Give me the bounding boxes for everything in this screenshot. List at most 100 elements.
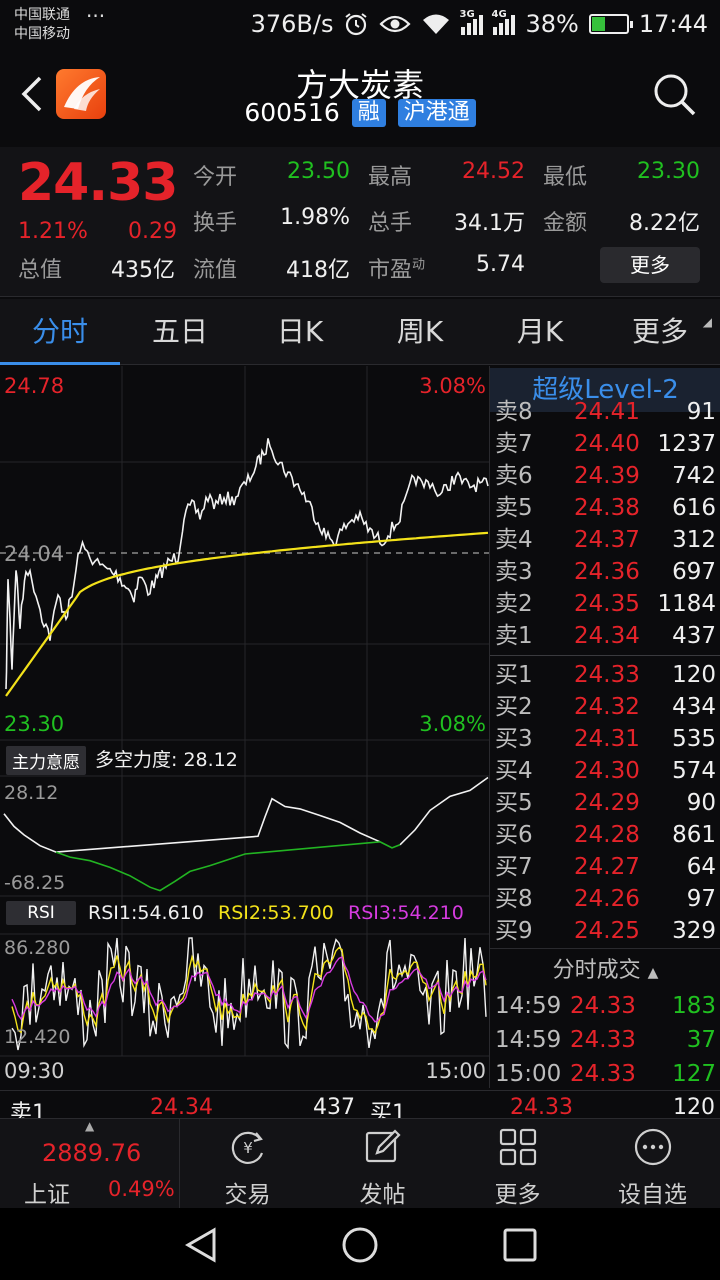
chart-area[interactable]: 24.78 3.08% 24.04 23.30 3.08% 主力意愿 多空力度:… <box>0 366 489 1088</box>
buy-row: 买5 24.29 90 <box>490 787 720 819</box>
buy-volume: 329 <box>672 918 716 944</box>
sell-price: 24.36 <box>574 559 640 585</box>
carrier-info: 中国联通 中国移动 <box>14 6 70 44</box>
tab-more[interactable]: 更多 ◢ <box>631 315 712 348</box>
sell-level-label: 卖4 <box>495 527 533 553</box>
nav-more-label: 更多 <box>494 1182 541 1208</box>
index-pct: 0.49% <box>108 1177 175 1201</box>
rsi1-value: RSI1:54.610 <box>88 902 204 924</box>
buy-level-label: 买2 <box>495 694 533 720</box>
buy-volume: 90 <box>686 790 716 816</box>
hk-connect-tag: 沪港通 <box>397 99 476 127</box>
stock-name: 方大炭素 <box>295 66 424 104</box>
tab-daily-k[interactable]: 日K <box>276 315 324 348</box>
amount-value: 8.22亿 <box>629 211 700 236</box>
index-name: 上证 <box>24 1182 70 1208</box>
buy-row: 买6 24.28 861 <box>490 819 720 851</box>
buy-level-label: 买3 <box>495 726 533 752</box>
trade-volume: 127 <box>672 1061 716 1087</box>
level2-panel: 超级Level-2 卖8 24.41 91 卖7 24.40 1237 卖6 24.39 742… <box>489 366 720 1088</box>
force-axis-max: 28.12 <box>4 782 59 804</box>
buy-volume: 535 <box>672 726 716 752</box>
intraday-chart[interactable] <box>0 366 489 1088</box>
buy-row: 买2 24.32 434 <box>490 691 720 723</box>
buy-volume: 434 <box>672 694 716 720</box>
rsi-name[interactable]: RSI <box>6 901 76 925</box>
low-value: 23.30 <box>637 159 700 184</box>
buy-price: 24.32 <box>574 694 640 720</box>
best-quote-strip: 卖1 24.34 437 买1 24.33 120 <box>0 1090 720 1118</box>
buy-volume: 120 <box>672 662 716 688</box>
price-axis-min: 23.30 <box>4 712 65 736</box>
stock-code: 600516 <box>244 98 340 127</box>
trades-header[interactable]: 分时成交 ▲ <box>552 958 659 983</box>
sell-row: 卖7 24.40 1237 <box>490 428 720 460</box>
sell-row: 卖3 24.36 697 <box>490 556 720 588</box>
stock-code-line: 600516 融 沪港通 <box>0 98 720 127</box>
strip-buy-vol: 120 <box>673 1095 715 1118</box>
clock: 17:44 <box>638 10 708 38</box>
level2-title[interactable]: 超级Level-2 <box>490 368 720 412</box>
strip-sell-vol: 437 <box>313 1095 355 1118</box>
app-logo <box>56 69 106 119</box>
sell-price: 24.38 <box>574 495 640 521</box>
index-quote[interactable]: ▲ 2889.76 上证 0.49% <box>0 1119 180 1209</box>
nav-more[interactable]: 更多 <box>450 1119 585 1209</box>
buy-level-label: 买4 <box>495 758 533 784</box>
chart-tabs: 分时 五日 日K 周K 月K 更多 ◢ <box>0 299 720 365</box>
buy-volume: 861 <box>672 822 716 848</box>
back-icon[interactable] <box>14 70 54 118</box>
sell-volume: 91 <box>686 399 716 425</box>
sell-level-label: 卖7 <box>495 431 533 457</box>
nav-home-icon[interactable] <box>340 1225 380 1265</box>
index-value: 2889.76 <box>42 1139 142 1167</box>
sell-level-label: 卖3 <box>495 559 533 585</box>
nav-trade[interactable]: ¥ 交易 <box>180 1119 315 1209</box>
search-icon[interactable] <box>650 70 698 118</box>
pe-value: 5.74 <box>476 252 525 277</box>
nav-recents-icon[interactable] <box>502 1227 538 1263</box>
rsi3-value: RSI3:54.210 <box>348 902 464 924</box>
rsi-axis-max: 86.280 <box>4 937 71 959</box>
tab-weekly-k[interactable]: 周K <box>396 315 444 348</box>
nav-back-icon[interactable] <box>182 1226 220 1264</box>
nav-add-watchlist[interactable]: 设自选 <box>585 1119 720 1209</box>
nav-trade-label: 交易 <box>224 1182 271 1208</box>
buy-row: 买3 24.31 535 <box>490 723 720 755</box>
sell-row: 卖2 24.35 1184 <box>490 588 720 620</box>
trade-price: 24.33 <box>570 1061 636 1087</box>
battery-icon <box>588 14 633 34</box>
net-speed: 376B/s <box>250 10 334 38</box>
sell-volume: 1237 <box>657 431 716 457</box>
buy-price: 24.25 <box>574 918 640 944</box>
pct-axis-max: 3.08% <box>419 374 486 398</box>
buy-price: 24.28 <box>574 822 640 848</box>
price-line <box>5 438 489 690</box>
more-circle-icon <box>634 1128 672 1166</box>
trade-row: 14:59 24.33 37 <box>490 1024 720 1056</box>
sell-level-label: 卖6 <box>495 463 533 489</box>
price-axis-max: 24.78 <box>4 374 65 398</box>
more-quote-button[interactable]: 更多 <box>600 247 700 283</box>
sell-price: 24.41 <box>574 399 640 425</box>
nav-add-watchlist-label: 设自选 <box>618 1182 687 1208</box>
sell-level-label: 卖8 <box>495 399 533 425</box>
tab-intraday[interactable]: 分时 <box>0 299 120 365</box>
high-label: 最高 <box>368 165 413 190</box>
nav-post[interactable]: 发帖 <box>315 1119 450 1209</box>
tab-monthly-k[interactable]: 月K <box>516 315 564 348</box>
orderbook-divider <box>490 655 720 656</box>
indicator-name[interactable]: 主力意愿 <box>6 746 86 775</box>
rsi-axis-min: 12.420 <box>4 1026 71 1048</box>
trade-price: 24.33 <box>570 1027 636 1053</box>
margin-tag: 融 <box>351 99 386 127</box>
change-percent: 1.21% <box>18 219 88 244</box>
average-price-line <box>5 531 489 697</box>
mktcap-label: 总值 <box>18 258 63 283</box>
buy-price: 24.31 <box>574 726 640 752</box>
tab-five-day[interactable]: 五日 <box>151 315 208 348</box>
buy-row: 买9 24.25 329 <box>490 915 720 947</box>
signal-3g-icon: 3G <box>459 9 484 35</box>
pct-axis-min: 3.08% <box>419 712 486 736</box>
buy-price: 24.26 <box>574 886 640 912</box>
